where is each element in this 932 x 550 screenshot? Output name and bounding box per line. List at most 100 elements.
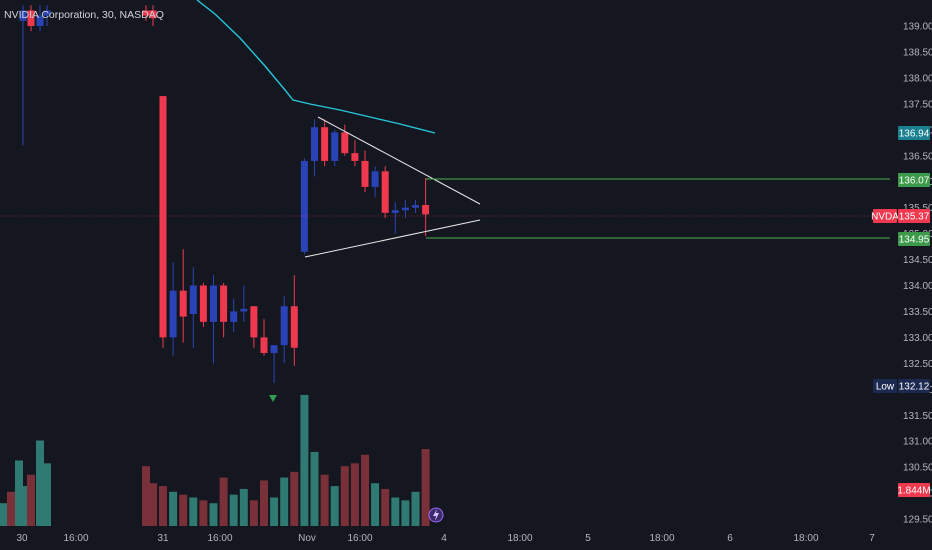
volume-bar [381,488,390,526]
chart-title: NVIDIA Corporation, 30, NASDAQ [4,9,164,21]
price-tick-label: 137.50 [903,99,932,110]
candle-body [381,171,389,213]
candle-body [43,10,51,16]
low-tag-label: Low [876,382,895,393]
trendline-lower [304,219,481,258]
candle-body [210,285,217,322]
candle-body [422,205,430,215]
low-marker-icon [269,395,277,402]
low-tag-box [898,379,930,393]
volume-bar [0,503,7,526]
candle-body [351,153,359,161]
volume-bar [421,449,430,526]
volume-bar [199,500,208,526]
candle-layer [19,5,430,384]
volume-bar [290,471,299,526]
candle-body [19,10,27,21]
volume-bar [27,474,35,526]
volume-bar [7,491,15,526]
resistance-tag-box [898,173,930,187]
candle-body [361,160,369,187]
price-tick-label: 136.50 [903,151,932,162]
volume-bar [260,480,268,526]
candle-body [412,205,419,208]
candle-body [300,160,308,252]
time-tick-label: 30 [16,533,28,544]
volume-bar [411,491,420,526]
volume-bar [361,454,369,526]
volume-bar [219,477,228,526]
candle-body [142,10,150,16]
candle-body [391,210,399,213]
price-tick-label: 131.50 [903,411,932,422]
price-tick-label: 139.00 [903,22,932,33]
candle-body [27,10,35,26]
price-tick-label: 131.00 [903,437,932,448]
low-tag-label-box [873,379,897,393]
candle-body [230,311,238,322]
trendline-upper [317,116,481,205]
volume-bar [159,486,167,526]
candle-body [311,127,318,161]
candle-body [321,127,329,161]
time-tick-label: 18:00 [507,533,532,544]
volume-bar [310,451,319,526]
time-tick-label: 16:00 [63,533,88,544]
volume-bar [36,440,44,526]
current-price-tag-box [898,209,930,223]
volume-bar [189,497,198,526]
time-tick-label: 16:00 [207,533,232,544]
volume-bar [371,483,380,526]
ma-tag-box [898,126,930,140]
volume-bar [391,497,400,526]
volume-tag-value: 1.844M [897,486,930,497]
candle-body [189,285,197,315]
volume-bar [209,503,218,526]
current-price-tag-value: 135.37 [899,212,930,223]
price-tick-label: 135.50 [903,203,932,214]
volume-bar [142,466,150,526]
time-tick-label: 31 [157,533,169,544]
time-axis[interactable]: 30 16:00 31 16:00 Nov 16:00 4 18:00 5 18:00 6 18:00… [16,533,875,544]
candle-body [371,171,379,187]
candle-body [290,306,298,348]
volume-bar [350,463,359,526]
volume-bar [149,483,157,526]
volume-bar [401,500,410,526]
volume-bar [320,474,329,526]
low-tag-value: 132.12 [899,382,930,393]
volume-bar [239,488,248,526]
volume-bar [340,466,349,526]
volume-bar [169,491,178,526]
candle-body [220,285,228,322]
volume-bar [15,460,23,526]
volume-bar [280,477,289,526]
support-tag-box [898,232,930,246]
current-price-tag-label-box [873,209,897,223]
candle-body [240,308,248,312]
time-tick-label: 4 [441,533,447,544]
time-tick-label: 5 [585,533,591,544]
time-tick-label: 16:00 [347,533,372,544]
price-tick-label: 134.00 [903,281,932,292]
candle-body [331,132,339,161]
volume-bar [43,463,51,526]
volume-layer [0,394,430,526]
lightning-icon[interactable] [428,507,444,523]
price-tick-label: 134.50 [903,255,932,266]
price-tick-label: 138.50 [903,47,932,58]
volume-tag-box [898,483,930,497]
candle-body [250,306,258,338]
price-tick-label: 133.00 [903,333,932,344]
overlay-layer [0,0,890,523]
time-tick-label: Nov [298,533,316,544]
volume-bar [330,486,339,526]
time-tick-label: 7 [869,533,875,544]
time-tick-label: 6 [727,533,733,544]
time-tick-label: 18:00 [793,533,818,544]
moving-average-line [196,0,436,134]
volume-bar [249,500,258,526]
